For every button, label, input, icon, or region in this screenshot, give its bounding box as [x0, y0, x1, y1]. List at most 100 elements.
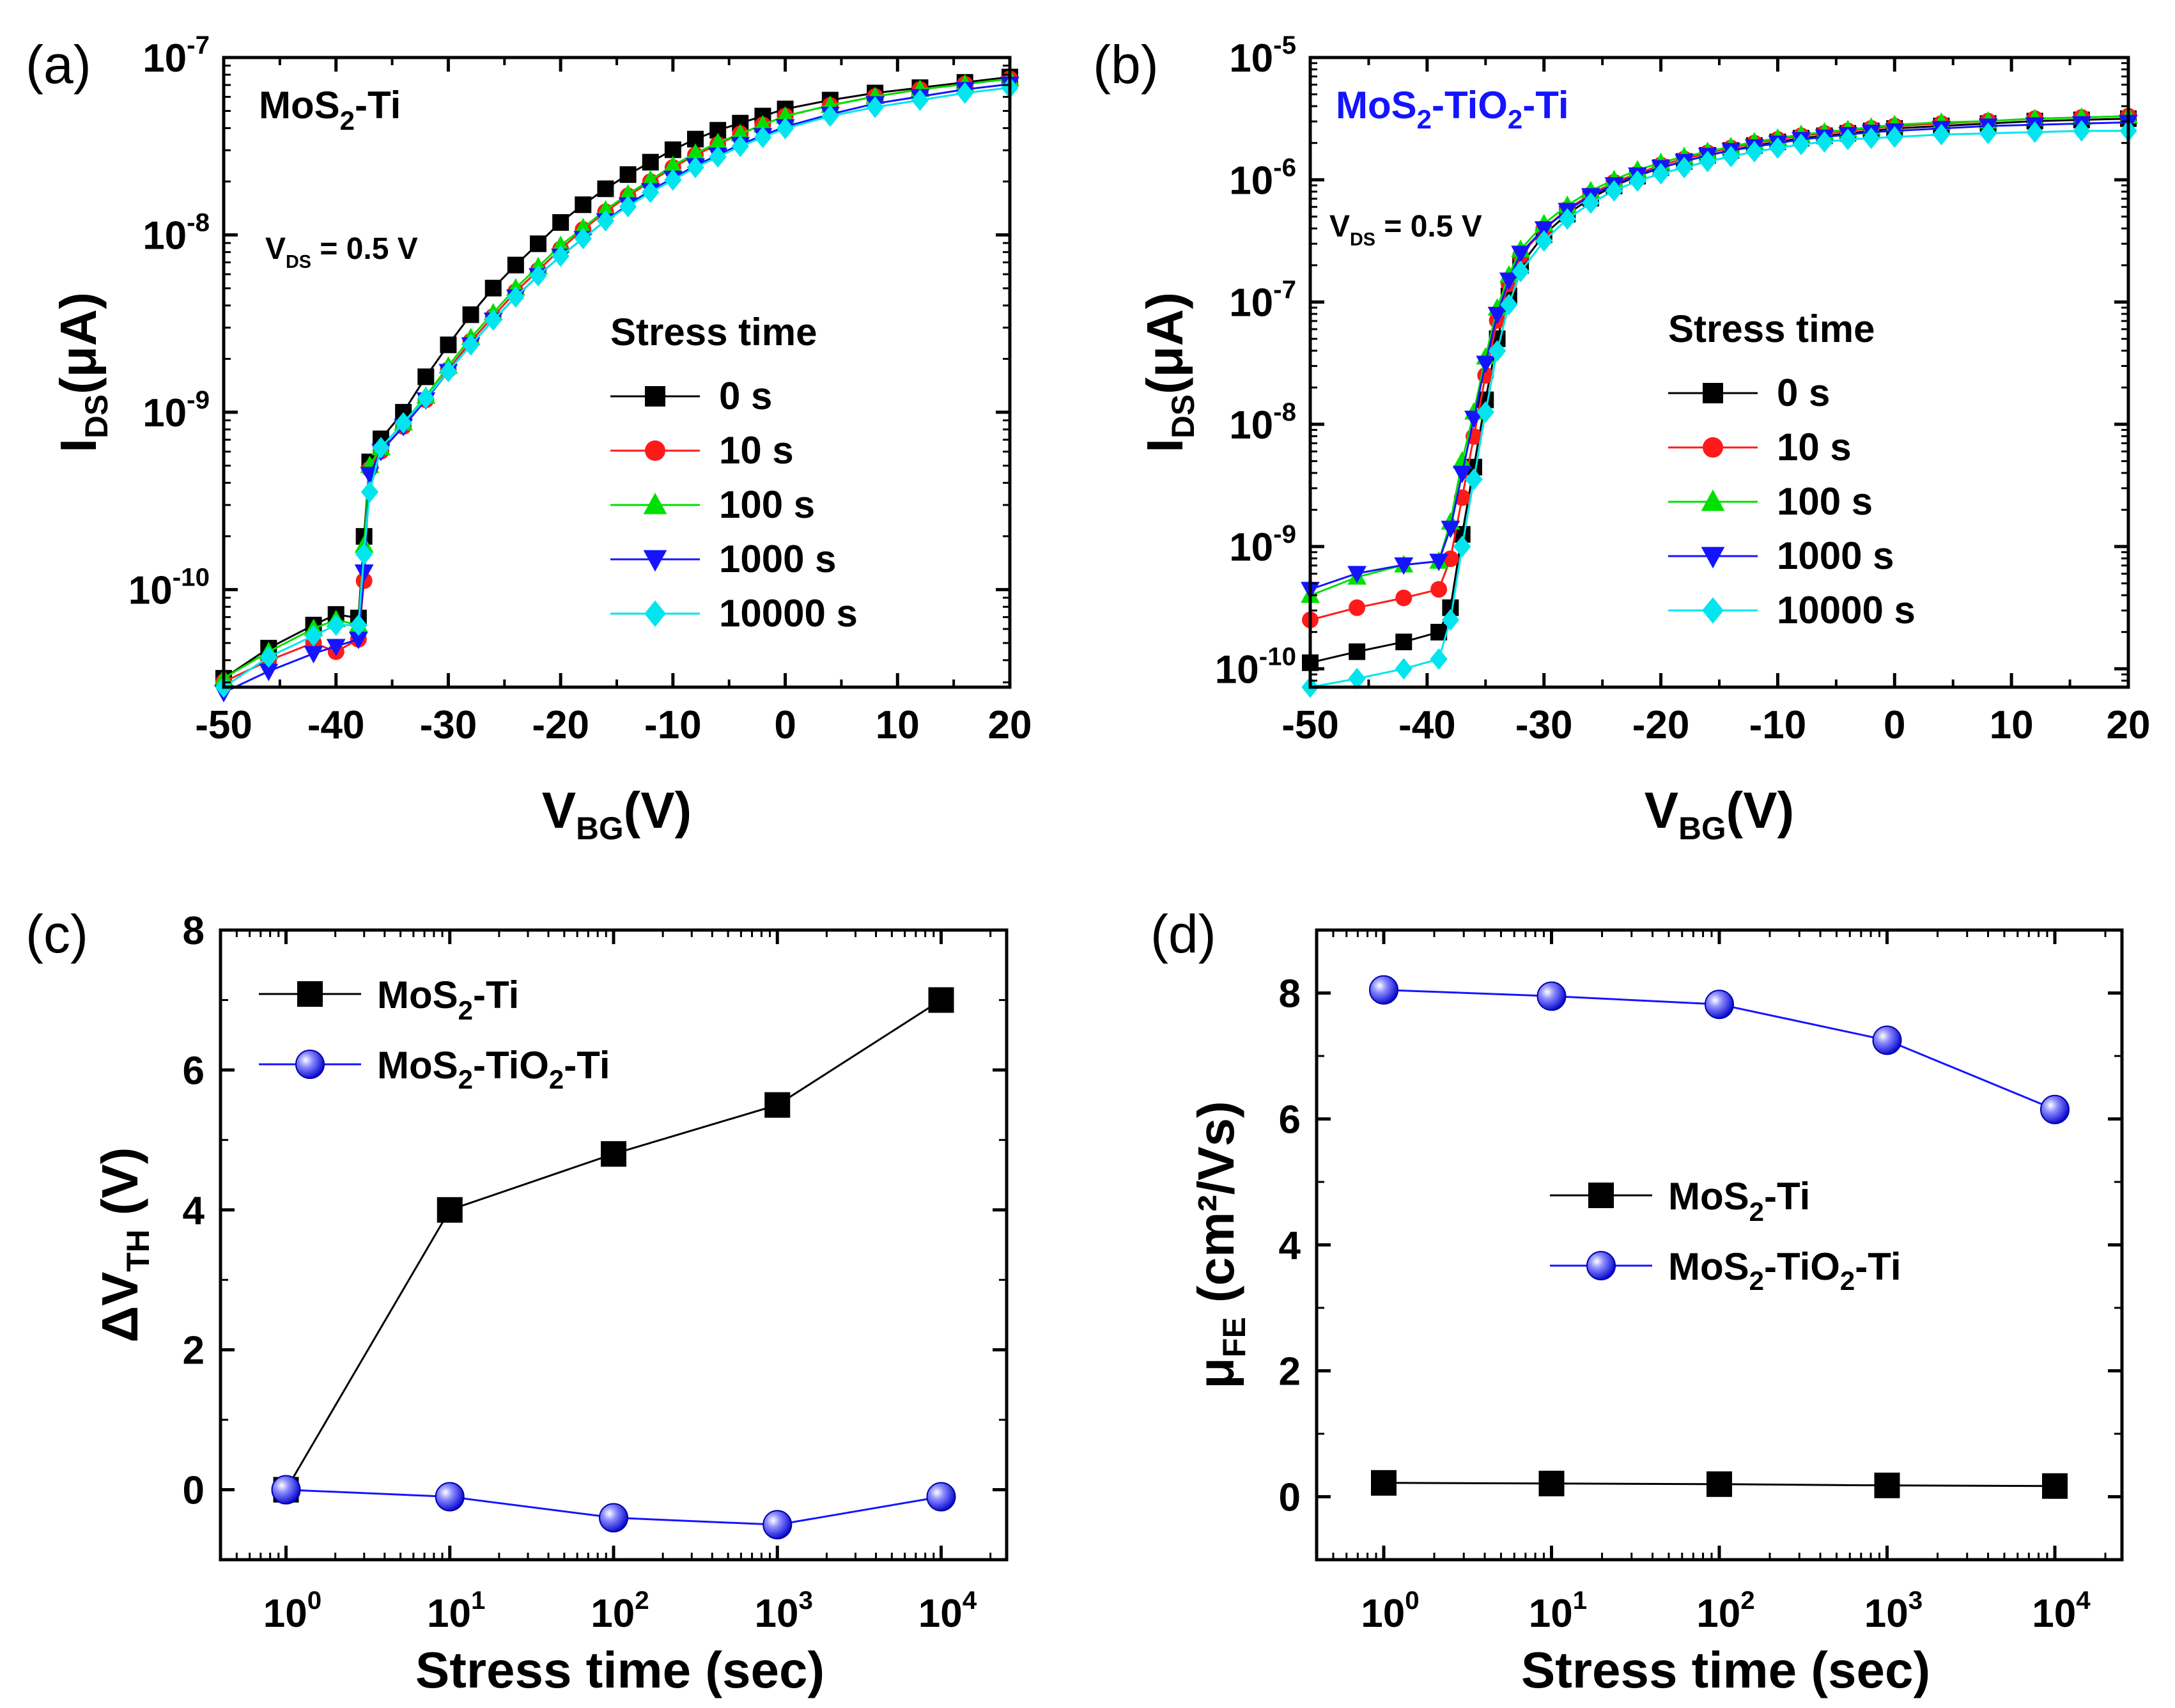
data-point-s4-21: [686, 157, 704, 178]
data-point-s3-1: [259, 664, 279, 681]
data-point-s4-2: [1395, 658, 1413, 680]
series-line-3: [223, 83, 1010, 694]
data-point-s2-17: [596, 200, 615, 218]
data-point-s0-14: [530, 235, 546, 252]
data-point-s3-2: [1394, 557, 1414, 575]
y-tick-label: 6: [1279, 1098, 1301, 1142]
panel-a: -50 -40 -30 -20 -10 0 10 20 10-7 10-8 10-9 10-10 VBG…: [50, 31, 1032, 846]
data-point-s3-4: [1441, 520, 1460, 538]
y-tick-label: 10-9: [143, 385, 210, 435]
y-tick-label: 10-8: [1229, 398, 1296, 447]
data-point-s4-6: [1465, 468, 1483, 490]
y-tick-label: 4: [1279, 1224, 1301, 1268]
legend-marker: [643, 492, 667, 515]
y-axis-label: IDS(μA): [50, 292, 114, 453]
series-line-2: [1310, 115, 2129, 596]
data-point-s4-23: [731, 135, 749, 157]
data-point-s1-2: [1705, 990, 1734, 1020]
data-point-s3-3: [326, 639, 346, 656]
data-point-s4-26: [821, 105, 839, 127]
data-point-s4-17: [596, 210, 615, 232]
data-point-s0-1: [1538, 1470, 1565, 1496]
x-tick-label: 10: [876, 703, 920, 747]
y-tick-label: 4: [183, 1189, 205, 1233]
data-point-s4-1: [1348, 667, 1366, 690]
legend-marker: [644, 600, 666, 627]
legend-label: MoS2-TiO2-Ti: [1668, 1245, 1901, 1296]
legend-label: 10000 s: [719, 592, 858, 635]
panel-d: 100 101 102 103 104 0 2 4 6 8 Stress time (sec) μFE…: [1188, 928, 2124, 1698]
x-tick-label: 20: [2107, 703, 2151, 747]
data-point-s4-20: [1745, 141, 1763, 163]
data-point-s1-2: [1395, 589, 1413, 607]
plot-frame: [222, 56, 1012, 689]
y-tick-label: 10-5: [1229, 31, 1296, 81]
data-point-s2-23: [731, 123, 750, 142]
data-point-s3-5: [1452, 465, 1472, 483]
y-tick-label: 2: [1279, 1350, 1301, 1394]
data-point-s4-3: [1430, 648, 1448, 670]
panel-label-d: (d): [1150, 904, 1216, 964]
x-tick-label: -50: [195, 703, 252, 747]
y-tick-label: 10-7: [1229, 276, 1296, 325]
device-annotation: MoS2-TiO2-Ti: [1336, 84, 1568, 134]
x-tick-label: -40: [307, 703, 365, 747]
data-point-s4-25: [776, 118, 794, 139]
legend-marker: [1588, 1183, 1614, 1208]
data-point-s2-20: [663, 155, 683, 173]
y-tick-label: 10-6: [1229, 153, 1296, 203]
data-point-s4-4: [350, 614, 368, 636]
x-tick-label: -30: [420, 703, 477, 747]
data-point-s4-9: [417, 387, 435, 409]
data-point-s1-0: [271, 1475, 301, 1505]
data-point-s2-24: [753, 114, 773, 133]
data-point-s1-4: [926, 1482, 956, 1512]
vds-annotation: VDS = 0.5 V: [265, 232, 418, 272]
panel-c: 100 101 102 103 104 0 2 4 6 8 Stress time (sec) ΔVT…: [91, 909, 1009, 1698]
legend-marker: [295, 1050, 325, 1079]
data-point-s3-10: [1511, 245, 1531, 263]
legend-label: 10 s: [1777, 426, 1852, 469]
data-point-s3-9: [1499, 272, 1519, 290]
series-line-1: [223, 77, 1010, 683]
data-point-s4-22: [709, 146, 727, 168]
data-point-s2-25: [775, 105, 795, 124]
data-point-s0-0: [1371, 1470, 1397, 1496]
data-point-s1-1: [1349, 599, 1366, 616]
y-tick-label: 10-10: [1215, 642, 1296, 692]
panel-label-a: (a): [26, 35, 91, 95]
x-tick-label: 101: [1529, 1586, 1587, 1636]
legend-title: Stress time: [1668, 307, 1875, 350]
series-line-3: [1310, 121, 2129, 591]
x-tick-label: 104: [918, 1586, 977, 1636]
data-point-s3-6: [1464, 410, 1483, 428]
x-tick-label: -40: [1398, 703, 1456, 747]
data-point-s1-3: [762, 1510, 793, 1540]
x-axis-label: Stress time (sec): [415, 1642, 824, 1698]
data-point-s2-19: [640, 169, 660, 188]
x-tick-label: 0: [774, 703, 796, 747]
data-point-s1-3: [1430, 580, 1448, 598]
x-tick-label: -50: [1281, 703, 1339, 747]
data-point-s2-18: [618, 184, 638, 202]
x-tick-label: 0: [1884, 703, 1905, 747]
x-tick-label: 101: [427, 1586, 485, 1636]
data-point-s4-23: [1815, 131, 1834, 153]
y-tick-label: 10-8: [143, 208, 210, 258]
data-point-s4-16: [574, 228, 592, 249]
vds-annotation: VDS = 0.5 V: [1329, 210, 1482, 250]
data-point-s4-3: [327, 614, 345, 636]
data-point-s4-18: [619, 196, 637, 217]
series-line-2: [223, 77, 1010, 679]
data-point-s4-24: [1839, 128, 1857, 151]
data-point-s1-3: [1872, 1025, 1902, 1055]
data-point-s4-16: [1652, 162, 1670, 185]
x-tick-label: 103: [1864, 1586, 1923, 1636]
data-point-s0-17: [597, 180, 614, 198]
data-point-s2-15: [551, 235, 571, 253]
legend-label: 0 s: [719, 375, 772, 417]
x-axis-label: Stress time (sec): [1521, 1642, 1930, 1698]
x-tick-label: 100: [1361, 1586, 1419, 1636]
data-point-s3-7: [1476, 355, 1496, 373]
data-point-s4-2: [304, 625, 323, 647]
